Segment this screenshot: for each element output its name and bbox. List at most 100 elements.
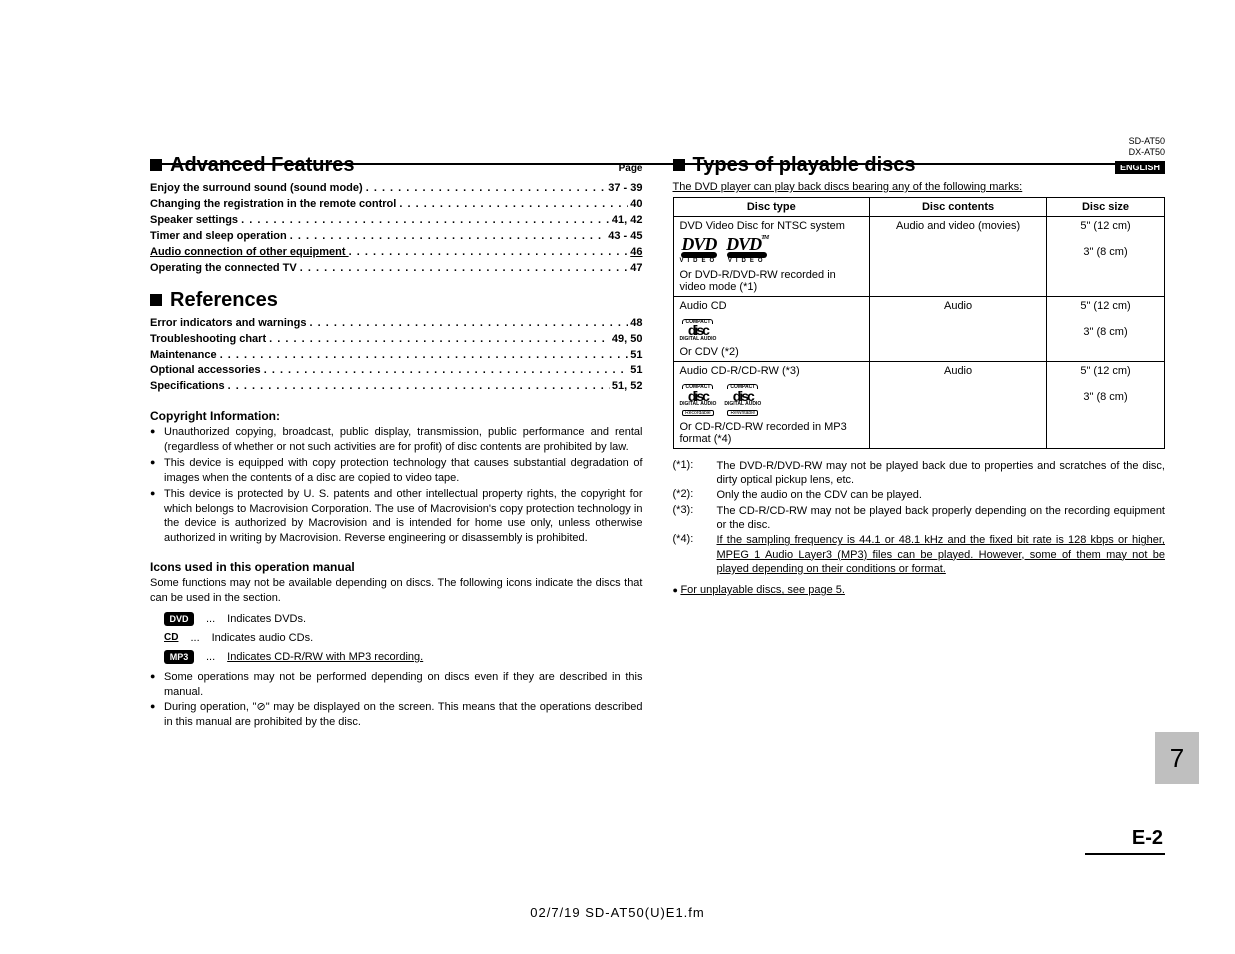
toc-dots: . . . . . . . . . . . . . . . . . . . . …: [290, 229, 606, 245]
table-row: DVD Video Disc for NTSC systemDVDVIDEODV…: [673, 217, 1165, 297]
left-column: Advanced Features Page Enjoy the surroun…: [150, 148, 643, 731]
copyright-bullet: This device is equipped with copy protec…: [150, 456, 643, 486]
model-2: DX-AT50: [1115, 147, 1165, 158]
toc-line: Changing the registration in the remote …: [150, 197, 643, 213]
toc-page: 47: [628, 261, 642, 277]
footnote-text: The CD-R/CD-RW may not be played back pr…: [717, 504, 1166, 533]
manual-page: SD-AT50 DX-AT50 ENGLISH Advanced Feature…: [0, 0, 1235, 954]
toc-label: Maintenance: [150, 348, 220, 364]
toc-label: Audio connection of other equipment: [150, 245, 349, 261]
icon-description: Indicates DVDs.: [227, 613, 306, 625]
see-page-link: For unplayable discs, see page 5.: [673, 584, 1166, 596]
icon-row: DVD... Indicates DVDs.: [164, 612, 643, 626]
toc-page: 40: [628, 197, 642, 213]
toc-dots: . . . . . . . . . . . . . . . . . . . . …: [366, 181, 607, 197]
toc-dots: . . . . . . . . . . . . . . . . . . . . …: [310, 316, 629, 332]
ref-title: References: [170, 289, 278, 312]
toc-line: Enjoy the surround sound (sound mode) . …: [150, 181, 643, 197]
toc-page: 37 - 39: [606, 181, 642, 197]
toc-line: Timer and sleep operation . . . . . . . …: [150, 229, 643, 245]
cell-disc-type: Audio CDCOMPACTdiscDIGITAL AUDIOOr CDV (…: [673, 296, 870, 361]
toc-page: 43 - 45: [606, 229, 642, 245]
ellipsis: ...: [206, 651, 215, 663]
toc-line: Optional accessories . . . . . . . . . .…: [150, 363, 643, 379]
square-bullet-icon: [150, 159, 162, 171]
mp3-icon: MP3: [164, 650, 194, 664]
cell-contents: Audio: [870, 296, 1047, 361]
toc-label: Enjoy the surround sound (sound mode): [150, 181, 366, 197]
toc-dots: . . . . . . . . . . . . . . . . . . . . …: [349, 245, 629, 261]
toc-page: 48: [628, 316, 642, 332]
page-code: E-2: [1132, 827, 1163, 850]
ellipsis: ...: [206, 613, 215, 625]
compact-disc-logo-icon: COMPACTdiscDIGITAL AUDIO: [680, 316, 717, 342]
cell-size: 5" (12 cm)3" (8 cm): [1047, 296, 1165, 361]
dvd-logo-icon: DVDVIDEO: [680, 236, 719, 265]
square-bullet-icon: [673, 159, 685, 171]
playable-title: Types of playable discs: [693, 154, 916, 177]
content-columns: Advanced Features Page Enjoy the surroun…: [150, 148, 1165, 731]
toc-label: Error indicators and warnings: [150, 316, 310, 332]
logo-row: DVDVIDEODVDTMVIDEO: [680, 236, 864, 265]
table-header-row: Disc type Disc contents Disc size: [673, 198, 1165, 217]
note-bullet: During operation, "⊘" may be displayed o…: [150, 700, 643, 730]
footnote-key: (*2):: [673, 488, 707, 502]
logo-row: COMPACTdiscDIGITAL AUDIORecordableCOMPAC…: [680, 381, 864, 417]
copyright-bullets: Unauthorized copying, broadcast, public …: [150, 425, 643, 546]
table-intro: The DVD player can play back discs beari…: [673, 181, 1166, 193]
cell-size: 5" (12 cm)3" (8 cm): [1047, 361, 1165, 448]
footnote-text: If the sampling frequency is 44.1 or 48.…: [717, 533, 1166, 576]
footnote: (*4): If the sampling frequency is 44.1 o…: [673, 533, 1166, 576]
toc-label: Changing the registration in the remote …: [150, 197, 399, 213]
copyright-head: Copyright Information:: [150, 409, 643, 423]
icon-description: Indicates CD-R/RW with MP3 recording.: [227, 651, 423, 663]
toc-page: 46: [628, 245, 642, 261]
toc-line: Maintenance . . . . . . . . . . . . . . …: [150, 348, 643, 364]
icon-row: MP3... Indicates CD-R/RW with MP3 recordi…: [164, 650, 643, 664]
toc-line: Operating the connected TV . . . . . . .…: [150, 261, 643, 277]
toc-line: Error indicators and warnings . . . . . …: [150, 316, 643, 332]
side-page-number: 7: [1170, 743, 1184, 774]
toc-line: Audio connection of other equipment . . …: [150, 245, 643, 261]
left-notes: Some operations may not be performed dep…: [150, 670, 643, 730]
toc-label: Troubleshooting chart: [150, 332, 269, 348]
side-page-tab: 7: [1155, 732, 1199, 784]
cell-contents: Audio and video (movies): [870, 217, 1047, 297]
compact-disc-logo-icon: COMPACTdiscDIGITAL AUDIORecordable: [680, 381, 717, 417]
toc-line: Speaker settings . . . . . . . . . . . .…: [150, 213, 643, 229]
th-size: Disc size: [1047, 198, 1165, 217]
toc-label: Specifications: [150, 379, 228, 395]
table-row: Audio CD-R/CD-RW (*3)COMPACTdiscDIGITAL …: [673, 361, 1165, 448]
toc-page: 41, 42: [610, 213, 643, 229]
right-column: Types of playable discs The DVD player c…: [673, 148, 1166, 731]
references-head: References: [150, 289, 643, 312]
square-bullet-icon: [150, 294, 162, 306]
cell-size: 5" (12 cm)3" (8 cm): [1047, 217, 1165, 297]
toc-dots: . . . . . . . . . . . . . . . . . . . . …: [220, 348, 629, 364]
icons-intro: Some functions may not be available depe…: [150, 576, 643, 606]
toc-page: 51, 52: [610, 379, 643, 395]
toc-line: Specifications . . . . . . . . . . . . .…: [150, 379, 643, 395]
model-info: SD-AT50 DX-AT50 ENGLISH: [1115, 136, 1165, 174]
footnote-text: The DVD-R/DVD-RW may not be played back …: [717, 459, 1166, 488]
footnote-key: (*4):: [673, 533, 707, 576]
icon-row: CD...Indicates audio CDs.: [164, 632, 643, 644]
footnote-text: Only the audio on the CDV can be played.: [717, 488, 1166, 502]
toc-line: Troubleshooting chart . . . . . . . . . …: [150, 332, 643, 348]
icon-rows: DVD... Indicates DVDs. CD...Indicates audi…: [150, 612, 643, 664]
th-type: Disc type: [673, 198, 870, 217]
toc-dots: . . . . . . . . . . . . . . . . . . . . …: [269, 332, 610, 348]
playable-discs-head: Types of playable discs: [673, 154, 1166, 177]
logo-row: COMPACTdiscDIGITAL AUDIO: [680, 316, 864, 342]
toc-page: 49, 50: [610, 332, 643, 348]
toc-dots: . . . . . . . . . . . . . . . . . . . . …: [241, 213, 610, 229]
page-code-rule: [1085, 853, 1165, 855]
dvd-icon: DVD: [164, 612, 194, 626]
toc-dots: . . . . . . . . . . . . . . . . . . . . …: [264, 363, 629, 379]
table-row: Audio CDCOMPACTdiscDIGITAL AUDIOOr CDV (…: [673, 296, 1165, 361]
note-bullet: Some operations may not be performed dep…: [150, 670, 643, 700]
footnote-key: (*1):: [673, 459, 707, 488]
compact-disc-logo-icon: COMPACTdiscDIGITAL AUDIOReWritable: [724, 381, 761, 417]
cd-icon: CD: [164, 632, 178, 643]
adv-title: Advanced Features: [170, 154, 355, 177]
